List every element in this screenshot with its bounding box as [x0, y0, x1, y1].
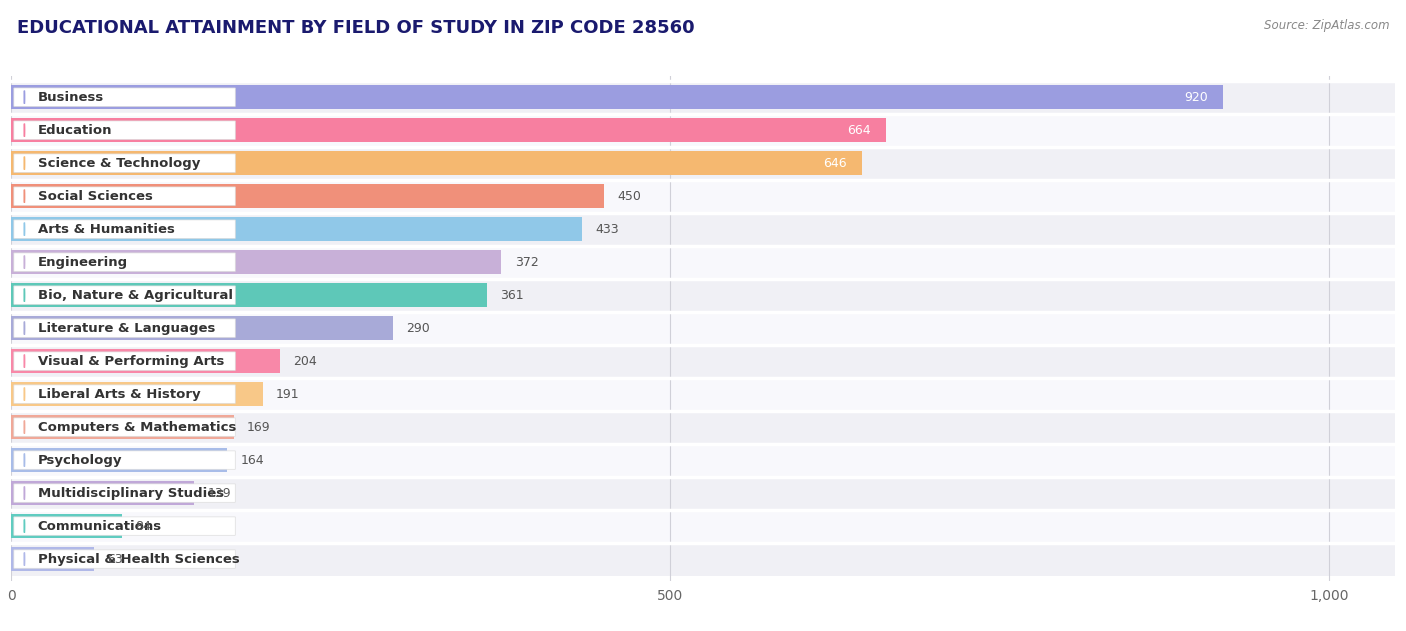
Text: 84: 84 [135, 519, 150, 533]
FancyBboxPatch shape [14, 187, 235, 205]
Bar [11, 184, 605, 208]
Text: 204: 204 [294, 355, 316, 368]
Text: Communications: Communications [38, 519, 162, 533]
FancyBboxPatch shape [14, 121, 235, 139]
Bar [11, 245, 1395, 279]
FancyBboxPatch shape [14, 418, 235, 436]
Bar [11, 349, 280, 373]
Bar [11, 114, 1395, 146]
Bar [11, 345, 1395, 377]
Text: Business: Business [38, 91, 104, 103]
FancyBboxPatch shape [14, 154, 235, 172]
Text: Multidisciplinary Studies: Multidisciplinary Studies [38, 487, 224, 500]
Bar [11, 481, 194, 505]
FancyBboxPatch shape [14, 484, 235, 502]
FancyBboxPatch shape [14, 286, 235, 304]
Bar [11, 213, 1395, 245]
Text: Liberal Arts & History: Liberal Arts & History [38, 387, 200, 401]
FancyBboxPatch shape [14, 253, 235, 271]
Text: Computers & Mathematics: Computers & Mathematics [38, 421, 236, 433]
Text: Arts & Humanities: Arts & Humanities [38, 223, 174, 235]
FancyBboxPatch shape [14, 319, 235, 338]
Bar [11, 543, 1395, 575]
Text: 63: 63 [107, 553, 124, 565]
Bar [11, 444, 1395, 476]
Text: EDUCATIONAL ATTAINMENT BY FIELD OF STUDY IN ZIP CODE 28560: EDUCATIONAL ATTAINMENT BY FIELD OF STUDY… [17, 19, 695, 37]
FancyBboxPatch shape [14, 550, 235, 569]
Text: 920: 920 [1184, 91, 1208, 103]
Bar [11, 415, 233, 439]
Bar [11, 151, 862, 175]
Text: Source: ZipAtlas.com: Source: ZipAtlas.com [1264, 19, 1389, 32]
Bar [11, 146, 1395, 180]
FancyBboxPatch shape [14, 88, 235, 107]
Text: 169: 169 [247, 421, 271, 433]
Bar [11, 547, 94, 571]
Bar [11, 180, 1395, 213]
Text: 450: 450 [617, 190, 641, 203]
FancyBboxPatch shape [14, 385, 235, 403]
Bar [11, 85, 1223, 109]
Bar [11, 377, 1395, 411]
Text: 646: 646 [823, 156, 846, 170]
Text: Education: Education [38, 124, 112, 137]
Bar [11, 251, 502, 274]
Bar [11, 217, 582, 241]
Text: Visual & Performing Arts: Visual & Performing Arts [38, 355, 224, 368]
FancyBboxPatch shape [14, 220, 235, 239]
Bar [11, 81, 1395, 114]
Bar [11, 411, 1395, 444]
Bar [11, 279, 1395, 312]
Text: Literature & Languages: Literature & Languages [38, 322, 215, 334]
Bar [11, 510, 1395, 543]
Bar [11, 448, 228, 472]
Text: Physical & Health Sciences: Physical & Health Sciences [38, 553, 239, 565]
Bar [11, 514, 122, 538]
Bar [11, 316, 394, 340]
Text: Science & Technology: Science & Technology [38, 156, 200, 170]
Bar [11, 283, 486, 307]
Bar [11, 118, 886, 142]
Text: 139: 139 [208, 487, 231, 500]
Bar [11, 476, 1395, 510]
Text: 290: 290 [406, 322, 430, 334]
FancyBboxPatch shape [14, 451, 235, 469]
FancyBboxPatch shape [14, 517, 235, 535]
Text: 164: 164 [240, 454, 264, 466]
Text: 191: 191 [276, 387, 299, 401]
Text: Engineering: Engineering [38, 256, 128, 269]
Text: Psychology: Psychology [38, 454, 122, 466]
Text: Bio, Nature & Agricultural: Bio, Nature & Agricultural [38, 288, 232, 302]
Text: 433: 433 [595, 223, 619, 235]
Text: Social Sciences: Social Sciences [38, 190, 152, 203]
Bar [11, 382, 263, 406]
Bar [11, 312, 1395, 345]
FancyBboxPatch shape [14, 352, 235, 370]
Text: 664: 664 [846, 124, 870, 137]
Text: 361: 361 [501, 288, 523, 302]
Text: 372: 372 [515, 256, 538, 269]
